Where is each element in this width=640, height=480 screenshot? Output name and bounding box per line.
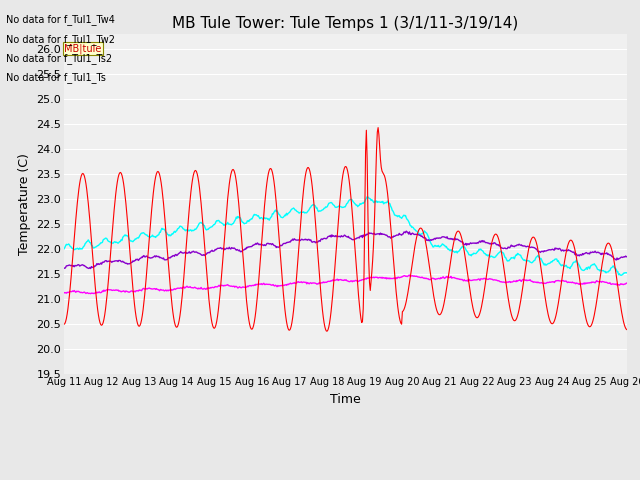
Text: No data for f_Tul1_Ts2: No data for f_Tul1_Ts2 [6, 53, 113, 64]
Legend: Tul1_Tw+10cm, Tul1_Ts-8cm, Tul1_Ts-16cm, Tul1_Ts-32cm: Tul1_Tw+10cm, Tul1_Ts-8cm, Tul1_Ts-16cm,… [129, 479, 563, 480]
Text: No data for f_Tul1_Tw4: No data for f_Tul1_Tw4 [6, 14, 115, 25]
Title: MB Tule Tower: Tule Temps 1 (3/1/11-3/19/14): MB Tule Tower: Tule Temps 1 (3/1/11-3/19… [172, 16, 519, 31]
Y-axis label: Temperature (C): Temperature (C) [18, 153, 31, 255]
Text: No data for f_Tul1_Tw2: No data for f_Tul1_Tw2 [6, 34, 115, 45]
Text: MB|tule: MB|tule [64, 43, 101, 54]
Text: No data for f_Tul1_Ts: No data for f_Tul1_Ts [6, 72, 106, 83]
X-axis label: Time: Time [330, 393, 361, 406]
